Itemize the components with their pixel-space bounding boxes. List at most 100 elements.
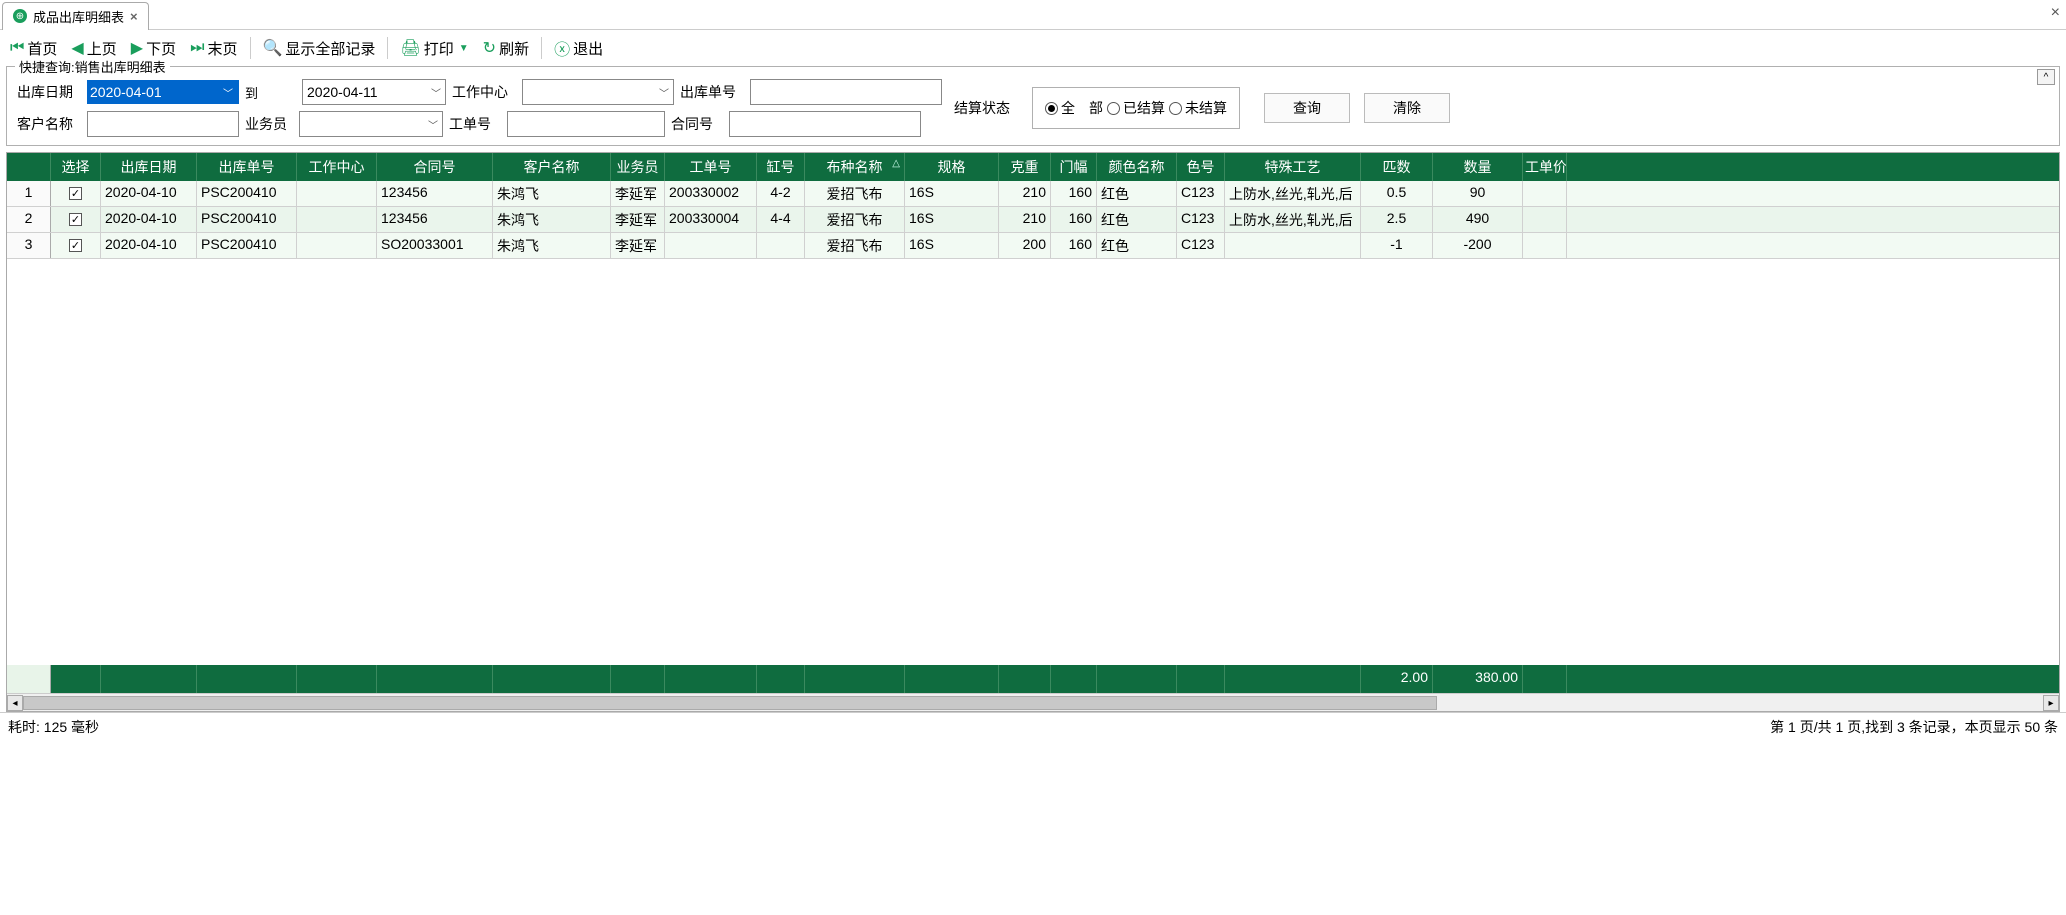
cell-contract_no: SO20033001: [377, 233, 493, 258]
last-icon: ⏭: [190, 39, 204, 57]
search-button[interactable]: 查询: [1264, 93, 1350, 123]
radio-all[interactable]: 全 部: [1045, 98, 1103, 118]
work-center-label: 工作中心: [452, 82, 516, 102]
cell-select: ✓: [51, 181, 101, 206]
footer-cell-weight: [999, 665, 1051, 693]
cell-work_order: 200330004: [665, 207, 757, 232]
radio-settled[interactable]: 已结算: [1107, 98, 1165, 118]
work-order-input[interactable]: [507, 111, 665, 137]
cell-width_col: 160: [1051, 207, 1097, 232]
tabbar-close-icon[interactable]: ×: [2051, 4, 2060, 22]
footer-cell-salesman: [611, 665, 665, 693]
cell-contract_no: 123456: [377, 207, 493, 232]
print-button[interactable]: 🖨打印▼: [396, 36, 472, 61]
column-header-contract_no[interactable]: 合同号: [377, 153, 493, 181]
scroll-thumb[interactable]: [23, 696, 1437, 710]
cell-color: 红色: [1097, 207, 1177, 232]
footer-cell-fabric: [805, 665, 905, 693]
printer-icon: 🖨: [400, 38, 420, 58]
column-header-select[interactable]: 选择: [51, 153, 101, 181]
column-header-rolls[interactable]: 匹数: [1361, 153, 1433, 181]
footer-cell-out_date: [101, 665, 197, 693]
tab-close-icon[interactable]: ×: [130, 9, 138, 24]
exit-button[interactable]: ⓧ退出: [550, 34, 607, 62]
cell-spec: 16S: [905, 233, 999, 258]
table-row[interactable]: 2✓2020-04-10PSC200410123456朱鸿飞李延军2003300…: [7, 207, 2059, 233]
column-header-work_center[interactable]: 工作中心: [297, 153, 377, 181]
column-header-width_col[interactable]: 门幅: [1051, 153, 1097, 181]
row-checkbox[interactable]: ✓: [69, 239, 82, 252]
cell-vat_no: [757, 233, 805, 258]
column-header-rownum[interactable]: [7, 153, 51, 181]
first-label: 首页: [27, 38, 57, 59]
refresh-button[interactable]: ↻刷新: [479, 36, 533, 61]
footer-cell-rownum: [7, 665, 51, 693]
last-label: 末页: [207, 38, 237, 59]
contract-no-input[interactable]: [729, 111, 921, 137]
salesman-input[interactable]: [299, 111, 443, 137]
column-header-color[interactable]: 颜色名称: [1097, 153, 1177, 181]
radio-unsettled[interactable]: 未结算: [1169, 98, 1227, 118]
table-row[interactable]: 3✓2020-04-10PSC200410SO20033001朱鸿飞李延军爱招飞…: [7, 233, 2059, 259]
out-date-label: 出库日期: [17, 82, 81, 102]
row-checkbox[interactable]: ✓: [69, 187, 82, 200]
horizontal-scrollbar[interactable]: ◂ ▸: [7, 693, 2059, 711]
clear-button[interactable]: 清除: [1364, 93, 1450, 123]
tab-active[interactable]: ⊕ 成品出库明细表 ×: [2, 2, 149, 30]
cell-rolls: 0.5: [1361, 181, 1433, 206]
cell-rownum: 3: [7, 233, 51, 258]
scroll-right-arrow[interactable]: ▸: [2043, 695, 2059, 711]
column-header-color_no[interactable]: 色号: [1177, 153, 1225, 181]
date-to-combo[interactable]: ﹀: [302, 79, 446, 105]
grid-body[interactable]: 1✓2020-04-10PSC200410123456朱鸿飞李延军2003300…: [7, 181, 2059, 665]
divider: [250, 37, 251, 59]
customer-input[interactable]: [87, 111, 239, 137]
footer-cell-color: [1097, 665, 1177, 693]
column-header-qty[interactable]: 数量: [1433, 153, 1523, 181]
column-header-fabric[interactable]: 布种名称△: [805, 153, 905, 181]
footer-cell-vat_no: [757, 665, 805, 693]
column-header-unit_price[interactable]: 工单价: [1523, 153, 1567, 181]
cell-vat_no: 4-2: [757, 181, 805, 206]
column-header-salesman[interactable]: 业务员: [611, 153, 665, 181]
cell-qty: 90: [1433, 181, 1523, 206]
work-center-input[interactable]: [522, 79, 674, 105]
settle-status-label: 结算状态: [954, 98, 1018, 118]
cell-unit_price: [1523, 181, 1567, 206]
cell-process: 上防水,丝光,轧光,后: [1225, 181, 1361, 206]
scroll-left-arrow[interactable]: ◂: [7, 695, 23, 711]
cell-work_center: [297, 181, 377, 206]
collapse-button[interactable]: ^: [2037, 69, 2055, 85]
divider: [387, 37, 388, 59]
work-center-combo[interactable]: ﹀: [522, 79, 674, 105]
scroll-track[interactable]: [23, 695, 2043, 711]
to-label: 到: [245, 83, 258, 102]
cell-qty: -200: [1433, 233, 1523, 258]
footer-cell-qty: 380.00: [1433, 665, 1523, 693]
globe-icon: ⊕: [13, 9, 27, 23]
salesman-combo[interactable]: ﹀: [299, 111, 443, 137]
date-from-combo[interactable]: ﹀: [87, 80, 239, 104]
column-header-work_order[interactable]: 工单号: [665, 153, 757, 181]
date-from-input[interactable]: [88, 81, 238, 103]
toolbar: ⏮首页 ◀上页 ▶下页 ⏭末页 🔍显示全部记录 🖨打印▼ ↻刷新 ⓧ退出: [0, 30, 2066, 66]
show-all-button[interactable]: 🔍显示全部记录: [259, 36, 380, 61]
footer-cell-work_order: [665, 665, 757, 693]
column-header-spec[interactable]: 规格: [905, 153, 999, 181]
cell-select: ✓: [51, 207, 101, 232]
radio-icon: [1169, 102, 1182, 115]
cell-out_no: PSC200410: [197, 233, 297, 258]
column-header-out_date[interactable]: 出库日期: [101, 153, 197, 181]
row-checkbox[interactable]: ✓: [69, 213, 82, 226]
column-header-vat_no[interactable]: 缸号: [757, 153, 805, 181]
column-header-weight[interactable]: 克重: [999, 153, 1051, 181]
query-panel: 快捷查询:销售出库明细表 ^ 出库日期 ﹀ 到 ﹀ 工作中心 ﹀ 出: [6, 66, 2060, 146]
column-header-customer[interactable]: 客户名称: [493, 153, 611, 181]
cell-fabric: 爱招飞布: [805, 181, 905, 206]
out-no-input[interactable]: [750, 79, 942, 105]
column-header-process[interactable]: 特殊工艺: [1225, 153, 1361, 181]
last-page-button[interactable]: ⏭末页: [186, 36, 241, 61]
date-to-input[interactable]: [302, 79, 446, 105]
table-row[interactable]: 1✓2020-04-10PSC200410123456朱鸿飞李延军2003300…: [7, 181, 2059, 207]
column-header-out_no[interactable]: 出库单号: [197, 153, 297, 181]
